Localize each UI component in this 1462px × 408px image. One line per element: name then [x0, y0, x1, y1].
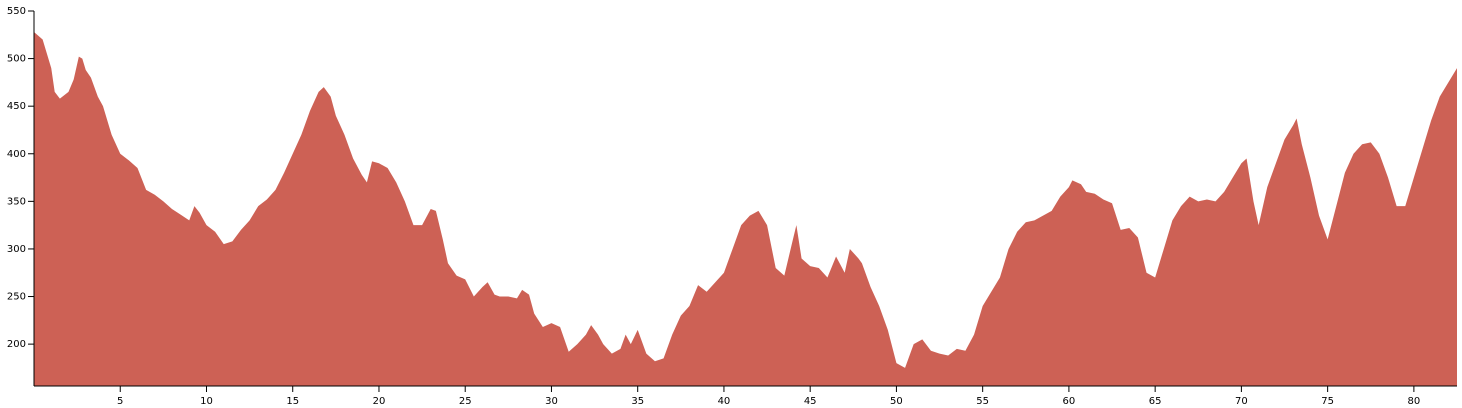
- x-tick-label: 15: [286, 396, 299, 407]
- x-tick-label: 65: [1149, 396, 1162, 407]
- x-tick-label: 50: [890, 396, 903, 407]
- y-tick-label: 250: [7, 292, 26, 303]
- x-tick-label: 20: [373, 396, 386, 407]
- x-tick-label: 70: [1235, 396, 1248, 407]
- x-tick-label: 10: [200, 396, 213, 407]
- x-tick-label: 45: [804, 396, 817, 407]
- y-tick-label: 200: [7, 339, 26, 350]
- x-tick-label: 80: [1408, 396, 1421, 407]
- x-tick-label: 35: [631, 396, 644, 407]
- x-tick-label: 5: [117, 396, 123, 407]
- y-tick-label: 450: [7, 101, 26, 112]
- y-tick-label: 500: [7, 54, 26, 65]
- x-tick-label: 55: [976, 396, 989, 407]
- y-tick-label: 400: [7, 149, 26, 160]
- x-tick-label: 40: [718, 396, 731, 407]
- y-tick-label: 550: [7, 6, 26, 17]
- x-tick-label: 30: [545, 396, 558, 407]
- x-tick-label: 75: [1321, 396, 1334, 407]
- x-tick-label: 60: [1063, 396, 1076, 407]
- y-tick-label: 350: [7, 196, 26, 207]
- x-tick-label: 25: [459, 396, 472, 407]
- y-tick-label: 300: [7, 244, 26, 255]
- elevation-area: [34, 31, 1457, 386]
